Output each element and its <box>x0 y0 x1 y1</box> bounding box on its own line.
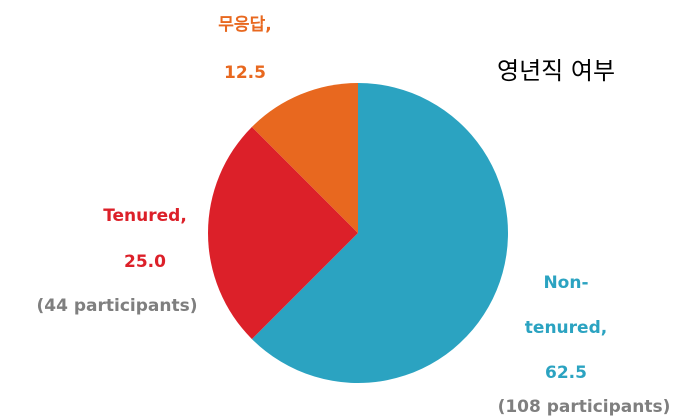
slice-label: Non-tenured, <box>525 273 607 338</box>
chart-title: 영년직 여부 <box>497 57 615 85</box>
annotation: (108 participants) <box>498 397 671 417</box>
pie-slice <box>251 83 509 383</box>
value-label: 12.5 <box>224 63 266 83</box>
annotation: (44 participants) <box>37 296 198 316</box>
pie-slice <box>251 83 358 233</box>
slice-label: 무응답, <box>218 15 271 35</box>
slice-label: Tenured, <box>103 206 187 226</box>
value-label: 25.0 <box>124 252 166 272</box>
pie-slice <box>208 126 358 340</box>
value-label: 62.5 <box>545 363 587 383</box>
